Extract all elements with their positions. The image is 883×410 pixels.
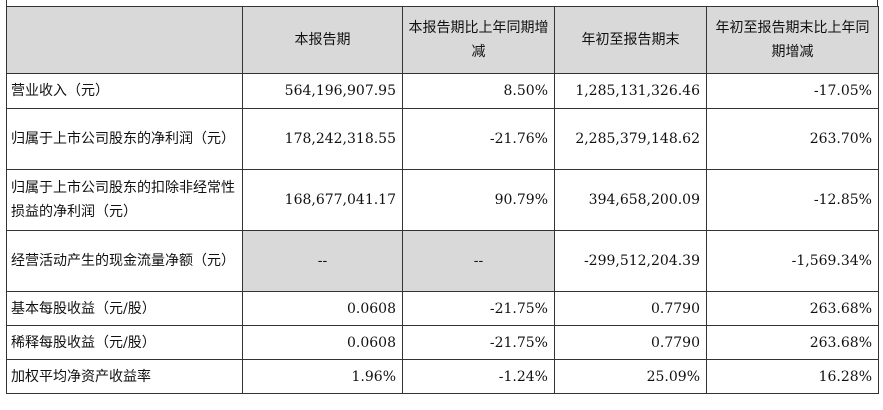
- header-row: 本报告期 本报告期比上年同期增减 年初至报告期末 年初至报告期末比上年同期增减: [6, 6, 879, 74]
- cell-ytd: 2,285,379,148.62: [554, 108, 707, 170]
- row-label: 基本每股收益（元/股）: [6, 291, 243, 326]
- table-top-edge: [6, 0, 878, 6]
- row-label: 归属于上市公司股东的净利润（元）: [6, 108, 243, 170]
- table-row: 归属于上市公司股东的扣除非经常性损益的净利润（元） 168,677,041.17…: [6, 169, 879, 231]
- row-label: 归属于上市公司股东的扣除非经常性损益的净利润（元）: [6, 169, 243, 231]
- cell-current-period-change: -1.24%: [402, 359, 555, 394]
- cell-ytd: 25.09%: [554, 359, 707, 394]
- table-row: 归属于上市公司股东的净利润（元） 178,242,318.55 -21.76% …: [6, 108, 879, 170]
- row-label: 经营活动产生的现金流量净额（元）: [6, 230, 243, 292]
- cell-current-period: 1.96%: [242, 359, 403, 394]
- cell-current-period: 168,677,041.17: [242, 169, 403, 231]
- cell-current-period-change: 90.79%: [402, 169, 555, 231]
- row-label: 加权平均净资产收益率: [6, 359, 243, 394]
- row-label: 营业收入（元）: [6, 73, 243, 109]
- cell-current-period: --: [242, 230, 403, 292]
- header-current-period: 本报告期: [242, 6, 403, 74]
- cell-ytd-change: -1,569.34%: [706, 230, 879, 292]
- cell-current-period: 0.0608: [242, 325, 403, 360]
- cell-ytd-change: 16.28%: [706, 359, 879, 394]
- table-row: 稀释每股收益（元/股） 0.0608 -21.75% 0.7790 263.68…: [6, 325, 879, 360]
- financial-summary-table: 本报告期 本报告期比上年同期增减 年初至报告期末 年初至报告期末比上年同期增减 …: [6, 6, 879, 394]
- header-ytd: 年初至报告期末: [554, 6, 707, 74]
- cell-current-period: 564,196,907.95: [242, 73, 403, 109]
- cell-ytd: 0.7790: [554, 325, 707, 360]
- row-label: 稀释每股收益（元/股）: [6, 325, 243, 360]
- header-ytd-change: 年初至报告期末比上年同期增减: [706, 6, 879, 74]
- cell-current-period-change: -21.75%: [402, 291, 555, 326]
- cell-ytd-change: 263.70%: [706, 108, 879, 170]
- table-row: 加权平均净资产收益率 1.96% -1.24% 25.09% 16.28%: [6, 359, 879, 394]
- cell-ytd: 0.7790: [554, 291, 707, 326]
- cell-ytd-change: 263.68%: [706, 325, 879, 360]
- cell-current-period-change: -21.76%: [402, 108, 555, 170]
- header-corner: [6, 6, 243, 74]
- table-row: 营业收入（元） 564,196,907.95 8.50% 1,285,131,3…: [6, 73, 879, 109]
- cell-ytd: 1,285,131,326.46: [554, 73, 707, 109]
- cell-ytd: -299,512,204.39: [554, 230, 707, 292]
- cell-current-period: 0.0608: [242, 291, 403, 326]
- cell-ytd-change: -12.85%: [706, 169, 879, 231]
- cell-ytd-change: 263.68%: [706, 291, 879, 326]
- table-row: 经营活动产生的现金流量净额（元） -- -- -299,512,204.39 -…: [6, 230, 879, 292]
- cell-current-period: 178,242,318.55: [242, 108, 403, 170]
- cell-current-period-change: --: [402, 230, 555, 292]
- cell-current-period-change: -21.75%: [402, 325, 555, 360]
- cell-current-period-change: 8.50%: [402, 73, 555, 109]
- header-current-period-change: 本报告期比上年同期增减: [402, 6, 555, 74]
- cell-ytd: 394,658,200.09: [554, 169, 707, 231]
- table-row: 基本每股收益（元/股） 0.0608 -21.75% 0.7790 263.68…: [6, 291, 879, 326]
- cell-ytd-change: -17.05%: [706, 73, 879, 109]
